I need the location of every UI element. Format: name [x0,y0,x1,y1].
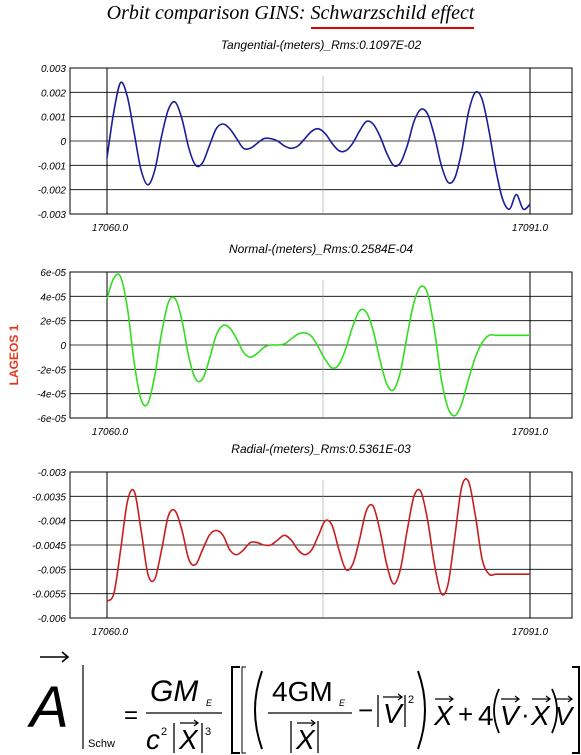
tangential-chart-title: Tangential-(meters)_Rms:0.1097E-02 [221,38,422,52]
title-prefix: Orbit comparison GINS: [106,2,311,24]
radial-y-tick-label: -0.0055 [32,590,66,601]
title-highlight: Schwarzschild effect [310,0,475,29]
normal-y-tick-label: -4e-05 [37,390,66,401]
formula-GM: GM [150,675,198,708]
formula-V3: V [555,701,575,731]
page-title: Orbit comparison GINS: Schwarzschild eff… [0,0,581,34]
normal-x-tick-label: 17060.0 [92,427,129,438]
radial-y-tick-label: -0.003 [38,468,67,479]
normal-series-line [106,273,530,417]
formula-V2: V [500,700,521,731]
formula-X4: X [530,700,551,731]
tangential-y-tick-label: 0 [60,137,66,148]
normal-y-tick-label: 4e-05 [40,292,66,303]
charts-area: Tangential-(meters)_Rms:0.1097E-02 0.003 0… [32,38,573,638]
normal-y-tick-label: 0 [60,341,66,352]
formula-A: A [27,675,69,740]
radial-y-tick-label: -0.006 [38,614,67,625]
formula-X3: X [433,700,454,731]
formula-equals: = [124,702,138,729]
radial-y-tick-label: -0.0045 [32,541,66,552]
formula-4GM: 4GM [272,676,333,707]
tangential-y-tick-label: 0.001 [41,113,66,124]
normal-y-tick-label: 2e-05 [39,317,66,328]
formula-c-exp: 2 [161,726,167,738]
tangential-y-tick-label: -0.003 [38,210,67,221]
formula-X-exp: 3 [205,726,211,738]
radial-x-tick-label: 17060.0 [92,627,129,638]
tangential-series-line [106,81,531,211]
formula-V1: V [383,698,404,729]
formula-schw: Schw [88,738,115,750]
radial-series-line [106,477,530,602]
formula-X2: X [295,724,316,755]
tangential-chart: Tangential-(meters)_Rms:0.1097E-02 0.003 0… [38,38,573,234]
formula-E: E [206,698,213,708]
formula-E2: E [339,698,346,708]
formula-V-exp: 2 [408,694,414,706]
formula-plus: + [458,699,473,729]
radial-y-tick-label: -0.004 [38,517,67,528]
formula-c: c [146,724,160,755]
tangential-y-tick-label: -0.002 [38,186,67,197]
radial-chart-title: Radial-(meters)_Rms:0.5361E-03 [231,442,411,456]
tangential-x-tick-label: 17091.0 [512,223,549,234]
formula-dot: · [521,699,530,729]
tangential-y-tick-label: -0.001 [38,161,66,172]
normal-y-tick-label: 6e-05 [40,268,66,279]
normal-chart: Normal-(meters)_Rms:0.2584E-04 6e-05 4e-05… [37,242,573,438]
radial-y-tick-label: -0.0035 [32,492,66,503]
normal-chart-title: Normal-(meters)_Rms:0.2584E-04 [229,242,413,256]
tangential-y-tick-label: 0.002 [41,88,66,99]
formula-X1: X [178,724,199,755]
normal-y-tick-label: -6e-05 [37,414,66,425]
radial-x-tick-label: 17091.0 [512,627,549,638]
tangential-y-tick-label: 0.003 [41,64,66,75]
schwarzschild-formula: A Schw = GM E c 2 X 3 4GM E X − V 2 [27,651,580,755]
radial-y-tick-label: -0.005 [38,565,67,576]
formula-minus: − [358,695,373,725]
normal-x-tick-label: 17091.0 [512,427,549,438]
normal-y-tick-label: -2e-05 [37,365,66,376]
tangential-x-tick-label: 17060.0 [92,223,129,234]
formula-four: 4 [478,700,494,731]
radial-chart: Radial-(meters)_Rms:0.5361E-03 -0.003 -0.0… [32,442,573,638]
